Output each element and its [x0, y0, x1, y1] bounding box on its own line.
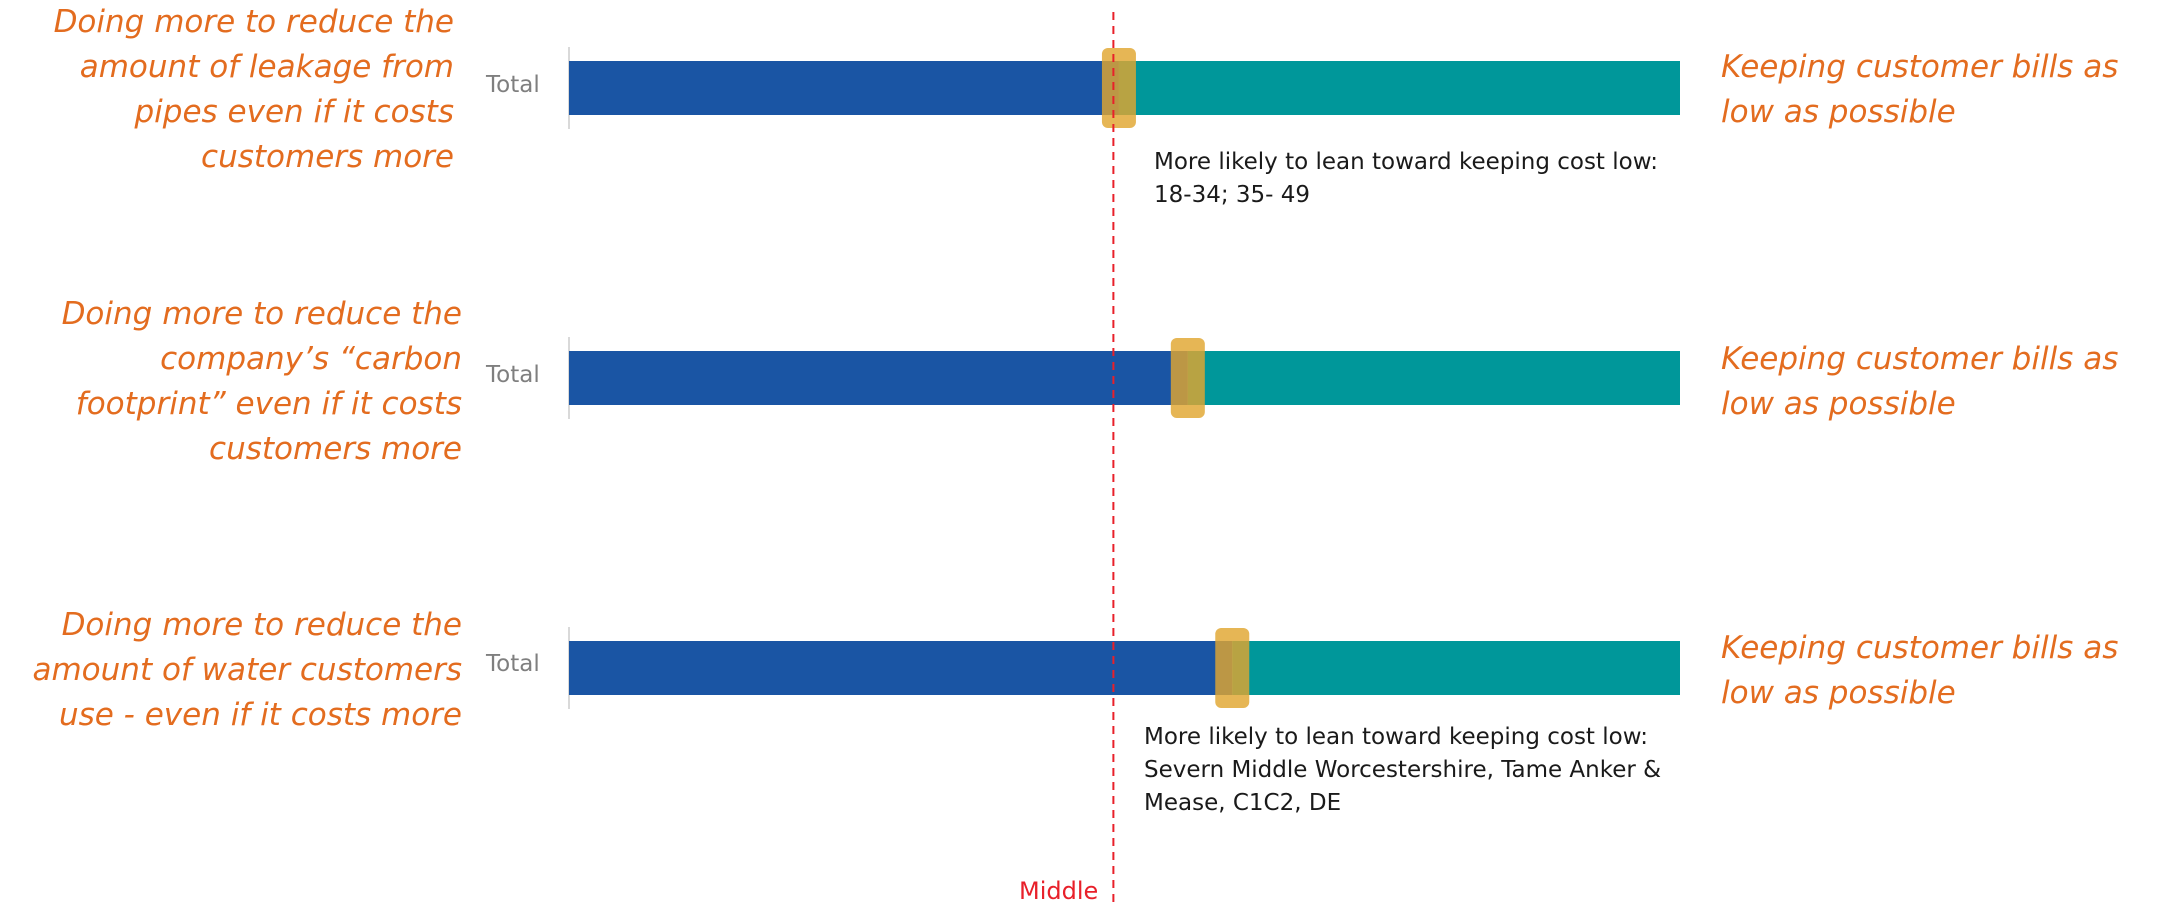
row-label-3: Total [486, 651, 540, 677]
right-statement-2: Keeping customer bills as low as possibl… [1721, 341, 2119, 422]
note-3: More likely to lean toward keeping cost … [1144, 721, 1684, 820]
row-1-position-marker [1101, 48, 1136, 128]
row-label-1: Total [486, 72, 540, 98]
middle-label: Middle [1019, 877, 1099, 905]
row-2-position-marker [1170, 338, 1205, 418]
row-3-left-bar [569, 641, 1233, 695]
left-statement-2: Doing more to reduce the company’s “carb… [61, 296, 462, 467]
note-1-line-1: More likely to lean toward keeping cost … [1154, 149, 1659, 175]
note-1: More likely to lean toward keeping cost … [1154, 146, 1674, 212]
note-3-line-3: Mease, C1C2, DE [1144, 790, 1342, 816]
row-3-right-bar [1232, 641, 1680, 695]
row-1-right-bar [1118, 61, 1680, 115]
right-statement-1: Keeping customer bills as low as possibl… [1721, 49, 2119, 130]
note-1-line-2: 18-34; 35- 49 [1154, 182, 1311, 208]
left-statement-1: Doing more to reduce the amount of leaka… [53, 4, 454, 175]
row-1-left-bar [569, 61, 1119, 115]
right-statement-3: Keeping customer bills as low as possibl… [1721, 630, 2119, 711]
row-2-right-bar [1187, 351, 1680, 405]
note-3-line-2: Severn Middle Worcestershire, Tame Anker… [1144, 757, 1662, 783]
left-statement-3: Doing more to reduce the amount of water… [32, 607, 462, 733]
row-label-2: Total [486, 362, 540, 388]
row-3-position-marker [1215, 628, 1250, 708]
row-2-left-bar [569, 351, 1188, 405]
note-3-line-1: More likely to lean toward keeping cost … [1144, 724, 1649, 750]
